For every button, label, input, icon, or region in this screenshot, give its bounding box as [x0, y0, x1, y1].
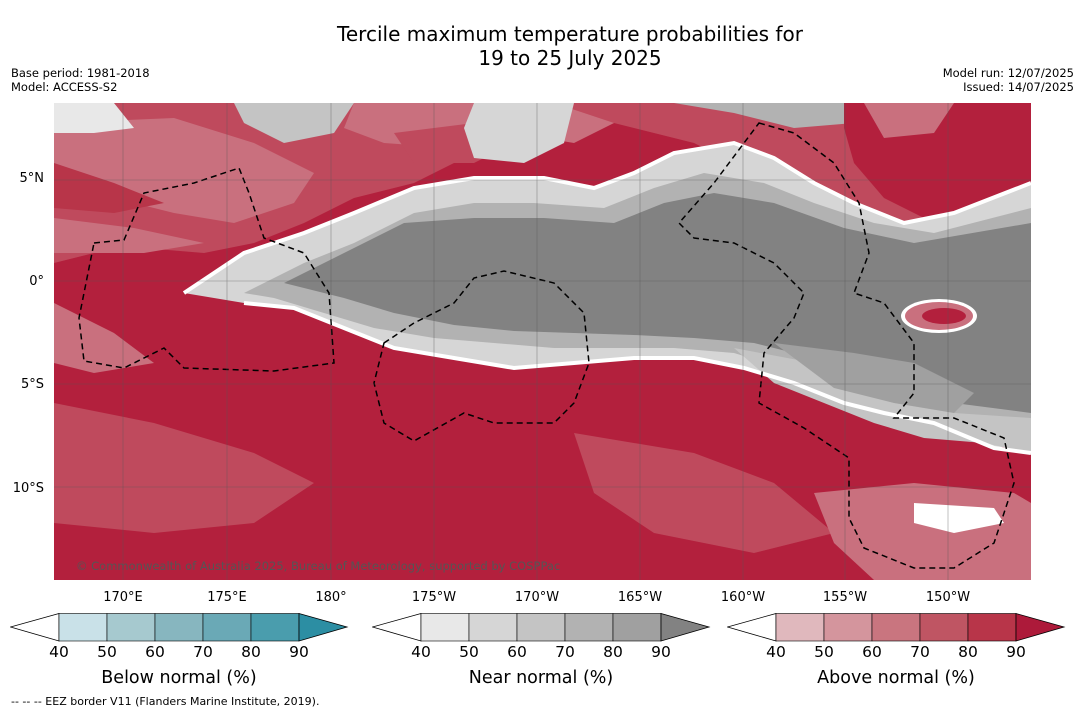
colorbar-segment: [106, 613, 156, 642]
meta-right: Model run: 12/07/2025 Issued: 14/07/2025: [943, 66, 1074, 94]
colorbar-under-extension: [372, 613, 422, 642]
colorbar-tick-label: 80: [603, 643, 623, 661]
colorbar-segment: [516, 613, 566, 642]
colorbar-tick-label: 70: [555, 643, 575, 661]
lon-label-170e: 170°E: [103, 590, 143, 605]
colorbar-segment: [967, 613, 1017, 642]
lat-label-0: 0°: [29, 274, 44, 289]
copyright-text: © Commonwealth of Australia 2025, Bureau…: [76, 559, 561, 573]
legend-title-below: Below normal (%): [101, 668, 257, 688]
colorbar-tick-label: 50: [97, 643, 117, 661]
legend-title-near: Near normal (%): [468, 668, 614, 688]
meta-left: Base period: 1981-2018 Model: ACCESS-S2: [11, 66, 150, 94]
base-period: Base period: 1981-2018: [11, 66, 150, 80]
colorbar-tick-label: 70: [910, 643, 930, 661]
lat-label-5s: 5°S: [20, 377, 44, 392]
colorbar-segment: [468, 613, 518, 642]
colorbar-tick-label: 60: [862, 643, 882, 661]
colorbar-under-extension: [10, 613, 60, 642]
colorbar-below-normal: [10, 613, 349, 642]
colorbar-tick-label: 50: [814, 643, 834, 661]
model-name: Model: ACCESS-S2: [11, 80, 118, 94]
title-line-1: Tercile maximum temperature probabilitie…: [337, 22, 803, 46]
colorbar-tick-label: 40: [766, 643, 786, 661]
lon-label-175e: 175°E: [207, 590, 247, 605]
colorbar-over-extension: [1015, 613, 1066, 642]
issued-date: Issued: 14/07/2025: [963, 80, 1074, 94]
colorbar-tick-label: 90: [1006, 643, 1026, 661]
colorbar-over-extension: [660, 613, 711, 642]
title-line-2: 19 to 25 July 2025: [478, 46, 662, 70]
lon-label-155w: 155°W: [822, 590, 868, 605]
probability-map: © Commonwealth of Australia 2025, Bureau…: [54, 103, 1031, 580]
map-svg: [54, 103, 1031, 580]
colorbar-segment: [612, 613, 662, 642]
colorbar-segment: [775, 613, 825, 642]
colorbar-under-extension: [727, 613, 777, 642]
colorbar-segment: [202, 613, 252, 642]
colorbar-tick-label: 50: [459, 643, 479, 661]
lon-label-180: 180°: [315, 590, 347, 605]
colorbar-tick-label: 60: [145, 643, 165, 661]
colorbar-segment: [919, 613, 969, 642]
lat-label-10s: 10°S: [12, 481, 44, 496]
eez-note: -- -- -- EEZ border V11 (Flanders Marine…: [11, 695, 320, 708]
colorbar-near-normal: [372, 613, 711, 642]
colorbar-tick-label: 70: [193, 643, 213, 661]
lon-label-165w: 165°W: [617, 590, 663, 605]
colorbar-segment: [564, 613, 614, 642]
colorbar-tick-label: 80: [241, 643, 261, 661]
map-title: Tercile maximum temperature probabilitie…: [0, 22, 1085, 70]
colorbar-over-extension: [298, 613, 349, 642]
colorbar-segment: [250, 613, 300, 642]
model-run: Model run: 12/07/2025: [942, 66, 1074, 80]
lon-label-170w: 170°W: [514, 590, 560, 605]
colorbar-tick-label: 80: [958, 643, 978, 661]
colorbar-tick-label: 40: [411, 643, 431, 661]
lon-label-150w: 150°W: [925, 590, 971, 605]
colorbar-tick-label: 90: [289, 643, 309, 661]
colorbar-above-normal: [727, 613, 1066, 642]
colorbar-segment: [420, 613, 470, 642]
colorbar-tick-label: 40: [49, 643, 69, 661]
colorbar-segment: [823, 613, 873, 642]
lat-label-5n: 5°N: [19, 171, 45, 186]
legend-title-above: Above normal (%): [817, 668, 975, 688]
colorbar-segment: [871, 613, 921, 642]
colorbar-tick-label: 90: [651, 643, 671, 661]
lon-label-175w: 175°W: [411, 590, 457, 605]
colorbar-segment: [154, 613, 204, 642]
colorbar-tick-label: 60: [507, 643, 527, 661]
lon-label-160w: 160°W: [720, 590, 766, 605]
colorbar-segment: [58, 613, 108, 642]
